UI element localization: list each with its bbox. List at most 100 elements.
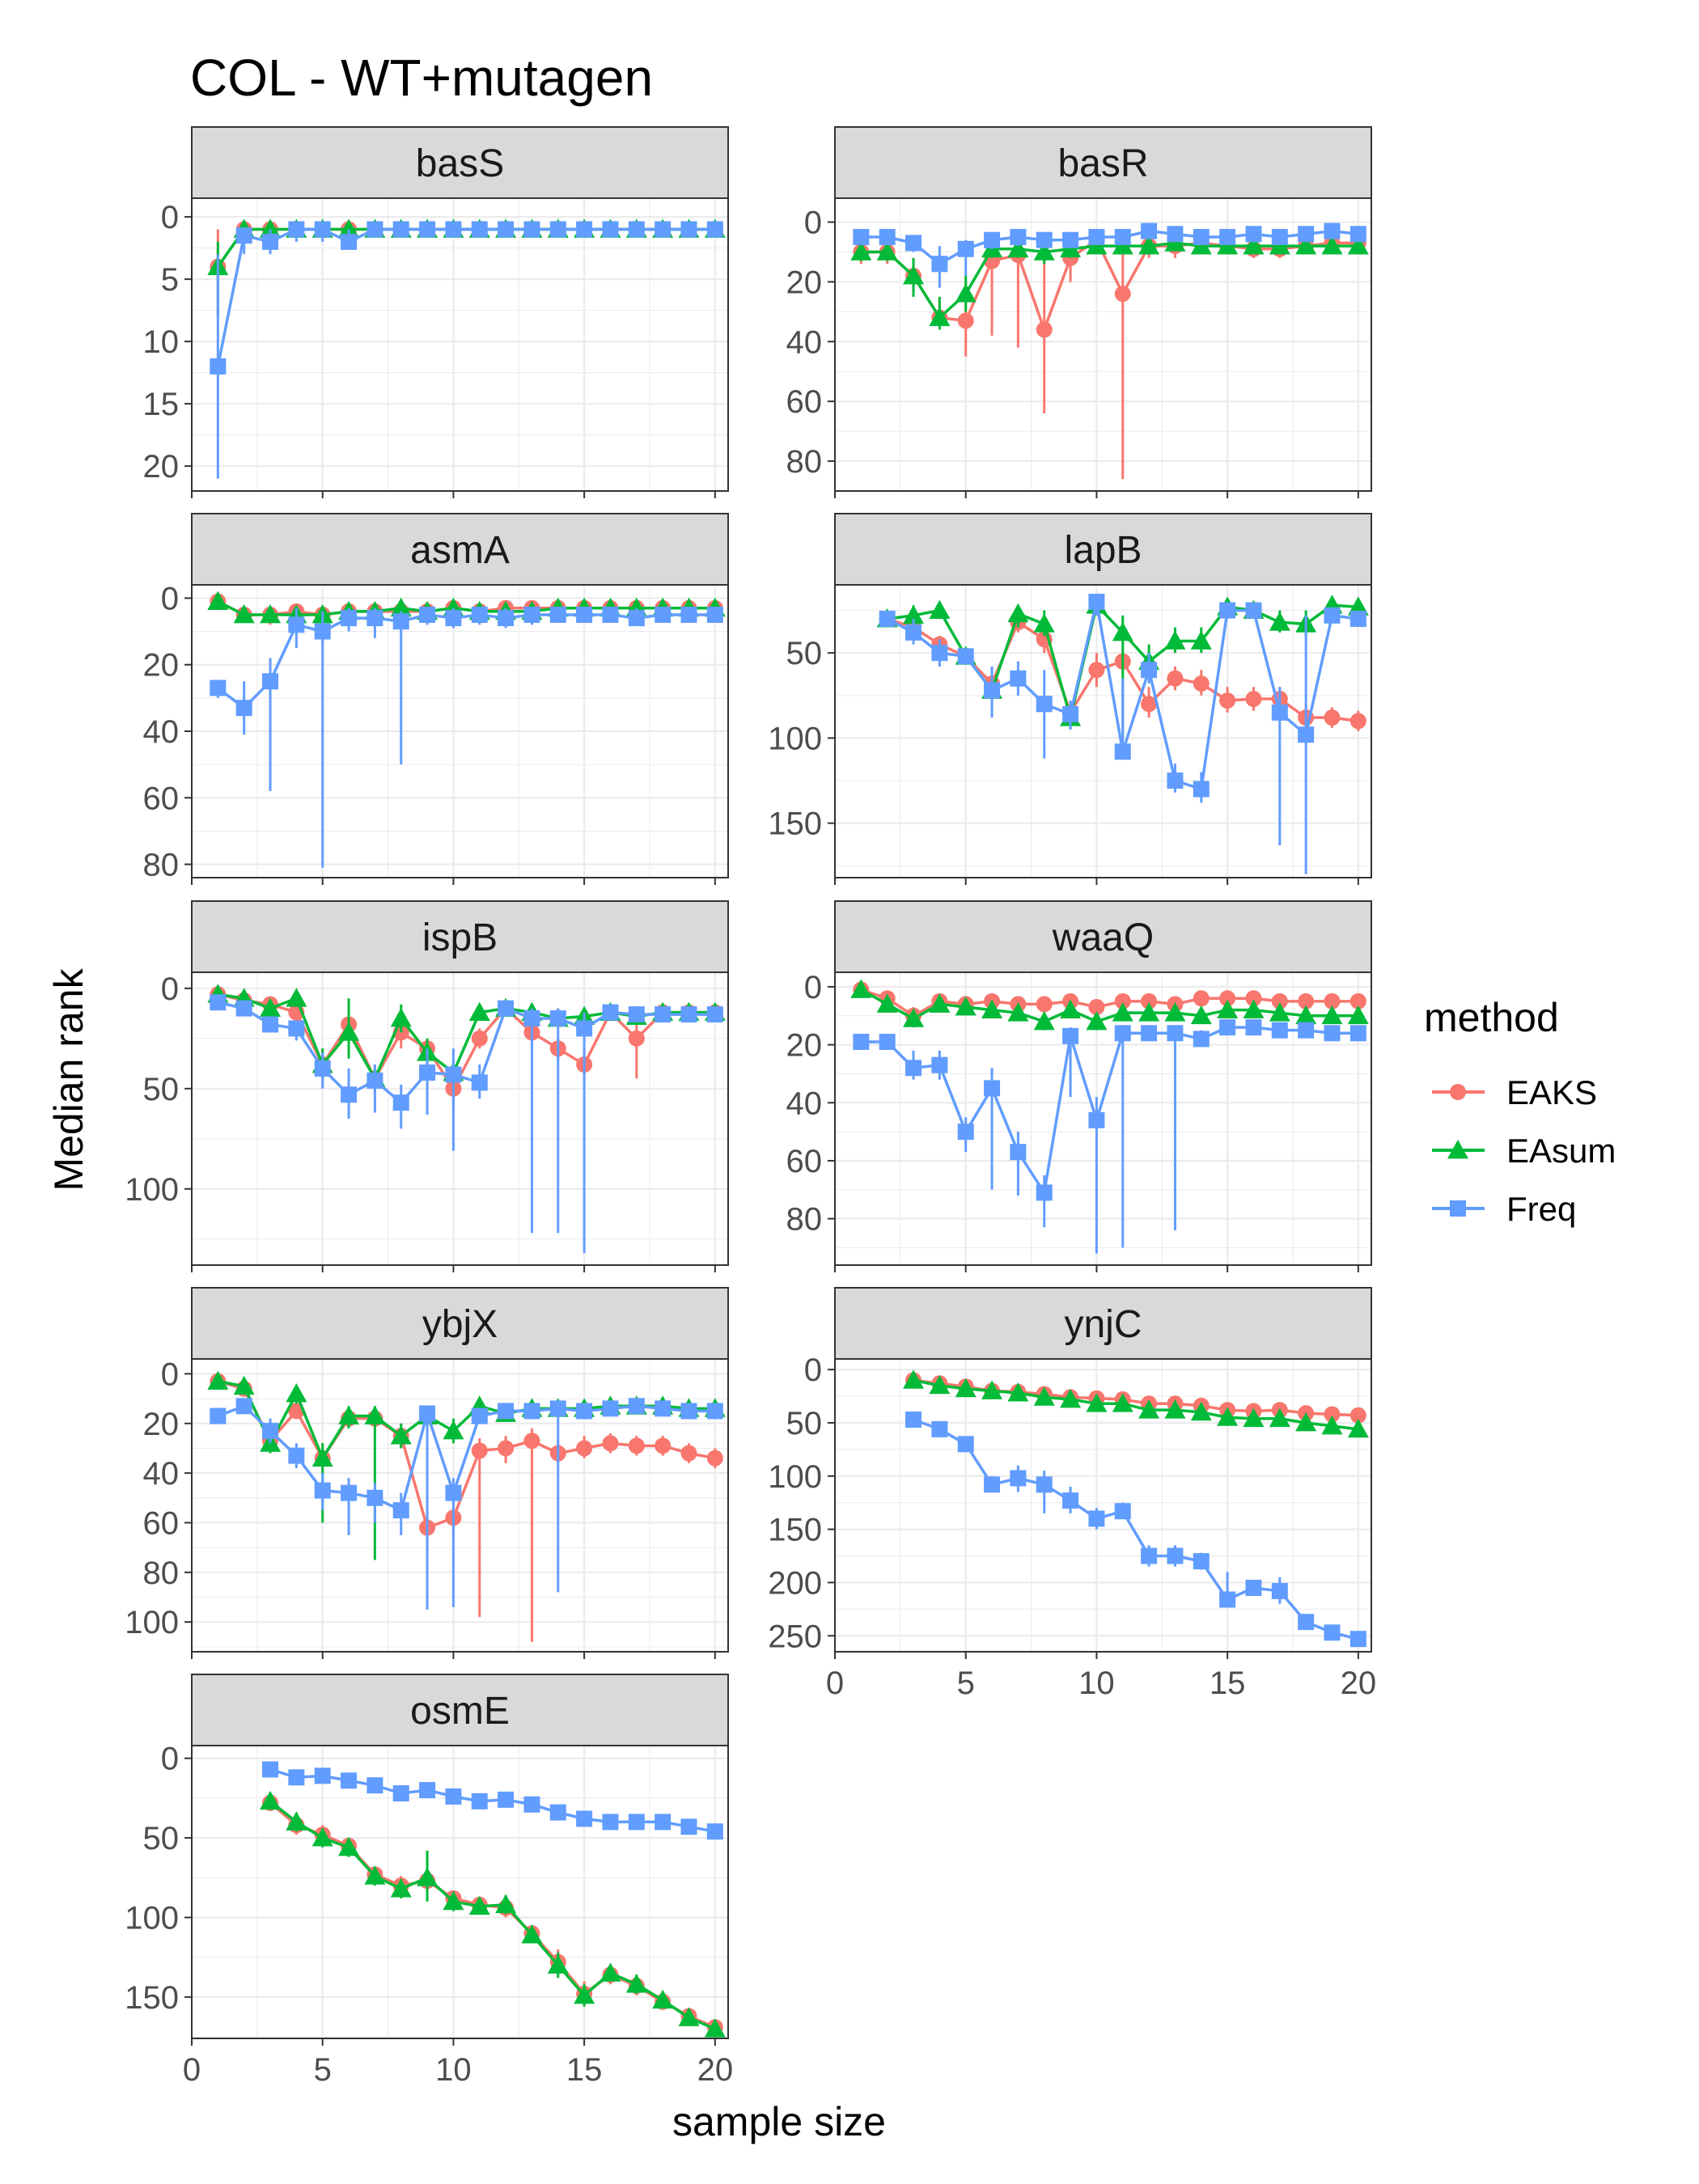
data-point: [419, 221, 436, 238]
data-point: [576, 1810, 593, 1827]
facet-label: lapB: [1064, 529, 1142, 572]
legend-key: [1450, 1084, 1466, 1100]
data-point: [574, 1984, 595, 2004]
data-point: [957, 240, 974, 257]
data-point: [210, 1407, 227, 1424]
facet-strip: [191, 1287, 729, 1360]
y-tick-label: 200: [768, 1565, 822, 1601]
data-point: [1010, 229, 1027, 246]
data-point: [260, 604, 282, 624]
data-point: [680, 1006, 697, 1023]
y-tick-label: 80: [786, 444, 823, 480]
data-point: [468, 1895, 490, 1915]
series-easum: [903, 1369, 1369, 1438]
data-point: [981, 999, 1003, 1018]
data-point: [311, 1447, 333, 1467]
data-point: [879, 229, 896, 246]
y-tick-label: 0: [161, 1357, 179, 1392]
data-point: [628, 610, 645, 627]
data-point: [498, 1403, 515, 1420]
facet-label: basS: [416, 142, 504, 185]
data-point: [931, 256, 948, 273]
data-point: [1349, 1025, 1366, 1042]
data-point: [957, 312, 974, 329]
data-point: [1347, 1005, 1369, 1025]
data-point: [1193, 675, 1210, 692]
data-point: [1033, 241, 1055, 260]
data-point: [1112, 1002, 1133, 1022]
data-point: [341, 1484, 358, 1501]
data-point: [260, 1790, 282, 1810]
data-point: [655, 221, 672, 238]
data-point: [1010, 1470, 1027, 1487]
legend-title: method: [1424, 995, 1559, 1040]
data-point: [628, 1030, 645, 1047]
data-point: [706, 607, 723, 624]
y-tick-label: 0: [161, 1742, 179, 1777]
data-point: [1271, 993, 1288, 1009]
data-point: [576, 1440, 593, 1457]
data-point: [471, 221, 488, 238]
data-point: [549, 1010, 566, 1027]
data-point: [905, 1060, 922, 1077]
data-point: [957, 648, 974, 665]
data-point: [366, 1072, 383, 1089]
data-point: [1271, 704, 1288, 721]
data-point: [706, 221, 723, 238]
series-freq: [210, 221, 723, 479]
data-point: [498, 221, 515, 238]
y-tick-label: 40: [143, 1456, 180, 1492]
x-tick-label: 10: [435, 2052, 472, 2088]
data-point: [1007, 1002, 1029, 1022]
data-point: [1349, 611, 1366, 628]
data-point: [1138, 235, 1160, 255]
facet-label: basR: [1057, 142, 1148, 185]
data-point: [1219, 990, 1236, 1007]
data-point: [853, 1034, 870, 1051]
data-point: [678, 2007, 700, 2026]
panel-border: [834, 584, 1372, 878]
x-tick-label: 15: [1210, 1666, 1246, 1701]
panel-waaQ: waaQ 0 20 40 60 80: [786, 900, 1372, 1272]
y-tick-label: 0: [161, 971, 179, 1007]
data-point: [523, 1433, 540, 1450]
data-point: [1060, 999, 1082, 1018]
data-point: [680, 1818, 697, 1835]
y-tick-label: 20: [786, 265, 823, 300]
data-point: [955, 283, 977, 303]
facet-label: asmA: [410, 529, 510, 572]
data-point: [366, 610, 383, 627]
data-point: [1349, 1631, 1366, 1648]
data-point: [1324, 1406, 1341, 1423]
data-point: [1062, 1027, 1079, 1044]
data-point: [1295, 1005, 1317, 1025]
data-point: [471, 1074, 488, 1091]
x-tick-label: 0: [183, 2052, 201, 2088]
data-point: [1141, 1025, 1158, 1042]
data-point: [905, 1412, 922, 1428]
data-point: [288, 616, 305, 633]
data-point: [1086, 1393, 1108, 1412]
data-point: [984, 1080, 1001, 1097]
data-point: [1062, 705, 1079, 722]
panel-border: [191, 197, 729, 492]
series-freq: [853, 222, 1366, 288]
data-point: [929, 1374, 951, 1395]
data-point: [602, 221, 619, 238]
y-tick-label: 150: [768, 806, 822, 842]
data-point: [1190, 630, 1212, 650]
panel-basS: basS 0 5 10 15 20: [143, 126, 729, 498]
y-tick-label: 250: [768, 1619, 822, 1654]
data-point: [445, 610, 462, 627]
panel-background: [192, 1359, 728, 1652]
data-point: [1219, 229, 1236, 246]
panel-border: [191, 1745, 729, 2039]
data-point: [314, 221, 331, 238]
data-point: [1007, 238, 1029, 258]
data-point: [1349, 713, 1366, 730]
data-point: [1033, 613, 1055, 633]
y-tick-label: 100: [768, 1459, 822, 1495]
y-tick-label: 60: [786, 384, 823, 420]
